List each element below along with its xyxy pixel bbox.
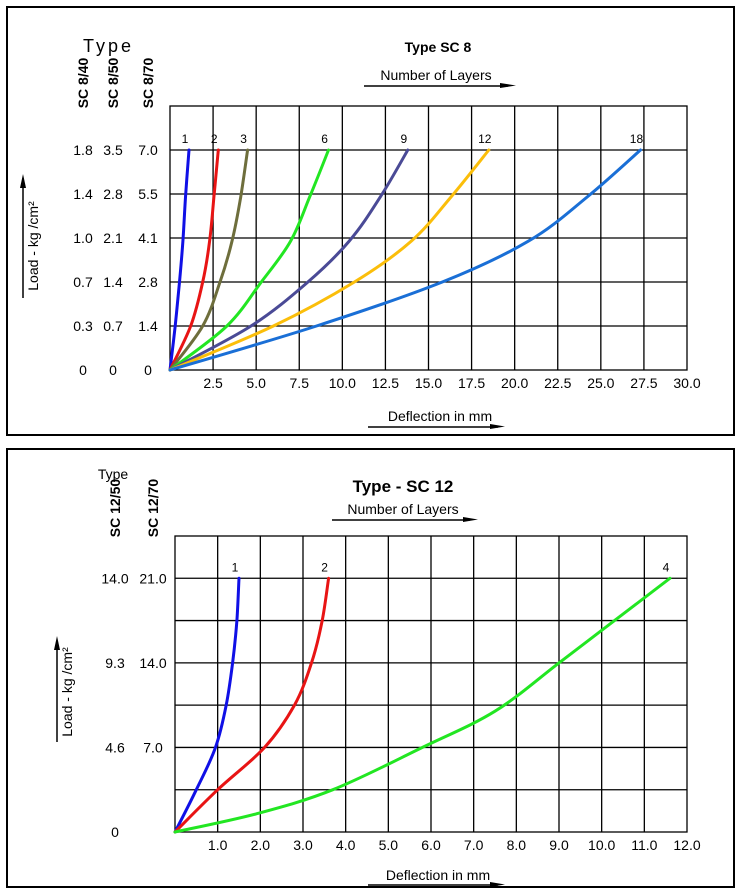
y-tick-label: 7.0 bbox=[143, 739, 163, 755]
series-label-18: 18 bbox=[630, 132, 644, 146]
y-tick-label: 14.0 bbox=[101, 570, 128, 586]
y-tick-label: 3.5 bbox=[103, 142, 123, 158]
ylabel-group: Load - kg /cm² bbox=[54, 636, 75, 742]
x-tick-label: 6.0 bbox=[421, 837, 441, 853]
x-tick-label: 2.5 bbox=[203, 375, 223, 391]
chart-panel-sc12: Type Type - SC 12 Number of Layers SC 12… bbox=[6, 448, 735, 888]
chart-sc8: Type Type SC 8 Number of Layers SC 8/40 0… bbox=[20, 36, 701, 429]
series-line-12 bbox=[168, 148, 491, 372]
x-tick-label: 1.0 bbox=[208, 837, 228, 853]
x-tick-label: 2.0 bbox=[251, 837, 271, 853]
x-axis-label: Deflection in mm bbox=[386, 867, 490, 883]
y-column-header: SC 12/70 bbox=[145, 479, 161, 538]
y-tick-label: 9.3 bbox=[105, 655, 125, 671]
subtitle-arrow bbox=[332, 517, 478, 522]
x-tick-label: 8.0 bbox=[507, 837, 527, 853]
subtitle-arrow bbox=[364, 83, 516, 88]
x-tick-label: 22.5 bbox=[544, 375, 571, 391]
y-column-header: SC 12/50 bbox=[107, 479, 123, 538]
x-tick-label: 9.0 bbox=[549, 837, 569, 853]
xlabel-arrow bbox=[368, 882, 505, 887]
series-label-1: 1 bbox=[232, 560, 239, 574]
x-tick-label: 27.5 bbox=[630, 375, 657, 391]
series-label-9: 9 bbox=[400, 132, 407, 146]
y-tick-label: 21.0 bbox=[139, 570, 166, 586]
series-label-3: 3 bbox=[240, 132, 247, 146]
series-line-3 bbox=[168, 148, 250, 372]
y-tick-label: 4.6 bbox=[105, 739, 125, 755]
y-tick-label: 2.8 bbox=[103, 186, 123, 202]
x-tick-label: 5.0 bbox=[379, 837, 399, 853]
y-tick-label: 14.0 bbox=[139, 655, 166, 671]
series-line-2 bbox=[168, 148, 220, 372]
type-header: Type bbox=[98, 466, 129, 482]
x-tick-label: 10.0 bbox=[329, 375, 356, 391]
y-tick-label: 0 bbox=[79, 362, 87, 378]
chart-title: Type SC 8 bbox=[405, 39, 472, 55]
y-tick-label: 1.4 bbox=[103, 274, 123, 290]
chart-subtitle: Number of Layers bbox=[380, 67, 491, 83]
series-label-2: 2 bbox=[211, 132, 218, 146]
x-axis-label: Deflection in mm bbox=[388, 408, 492, 424]
y-tick-label: 4.1 bbox=[138, 230, 158, 246]
series-label-1: 1 bbox=[182, 132, 189, 146]
series-label-6: 6 bbox=[321, 132, 328, 146]
y-column-header: SC 8/70 bbox=[140, 57, 156, 108]
series-line-2 bbox=[173, 576, 331, 834]
ylabel-group: Load - kg /cm² bbox=[20, 174, 41, 298]
x-tick-label: 20.0 bbox=[501, 375, 528, 391]
chart-title: Type - SC 12 bbox=[353, 477, 454, 496]
y-tick-label: 0.7 bbox=[103, 318, 123, 334]
y-tick-label: 1.4 bbox=[73, 186, 93, 202]
x-tick-label: 10.0 bbox=[588, 837, 615, 853]
series-label-12: 12 bbox=[478, 132, 492, 146]
y-tick-label: 7.0 bbox=[138, 142, 158, 158]
y-column-header: SC 8/40 bbox=[75, 57, 91, 108]
series-label-4: 4 bbox=[663, 560, 670, 574]
series-line-6 bbox=[168, 148, 330, 372]
x-tick-label: 25.0 bbox=[587, 375, 614, 391]
y-axis-label: Load - kg /cm² bbox=[59, 647, 75, 737]
x-tick-label: 15.0 bbox=[415, 375, 442, 391]
y-tick-label: 0.7 bbox=[73, 274, 93, 290]
x-tick-label: 17.5 bbox=[458, 375, 485, 391]
series-line-1 bbox=[173, 576, 241, 834]
series-line-18 bbox=[168, 148, 642, 372]
xlabel-arrow bbox=[368, 424, 505, 429]
y-tick-label: 1.4 bbox=[138, 318, 158, 334]
y-tick-label: 0 bbox=[144, 362, 152, 378]
y-tick-label: 1.0 bbox=[73, 230, 93, 246]
chart-subtitle: Number of Layers bbox=[347, 501, 458, 517]
y-tick-label: 0 bbox=[109, 362, 117, 378]
x-tick-label: 4.0 bbox=[336, 837, 356, 853]
series-label-2: 2 bbox=[321, 560, 328, 574]
type-header: Type bbox=[83, 36, 134, 56]
y-tick-label: 5.5 bbox=[138, 186, 158, 202]
chart-panel-sc8: Type Type SC 8 Number of Layers SC 8/40 0… bbox=[6, 6, 735, 436]
x-tick-label: 12.5 bbox=[372, 375, 399, 391]
x-tick-label: 30.0 bbox=[673, 375, 700, 391]
y-column-header: SC 8/50 bbox=[105, 57, 121, 108]
y-tick-label: 1.8 bbox=[73, 142, 93, 158]
series-line-4 bbox=[173, 576, 672, 834]
series-line-9 bbox=[168, 148, 410, 372]
x-tick-label: 12.0 bbox=[673, 837, 700, 853]
x-tick-label: 7.5 bbox=[290, 375, 310, 391]
y-tick-label: 2.1 bbox=[103, 230, 123, 246]
y-tick-label: 0.3 bbox=[73, 318, 93, 334]
x-tick-label: 7.0 bbox=[464, 837, 484, 853]
y-axis-label: Load - kg /cm² bbox=[25, 201, 41, 291]
y-tick-label: 2.8 bbox=[138, 274, 158, 290]
chart-sc12: Type Type - SC 12 Number of Layers SC 12… bbox=[54, 466, 701, 887]
x-tick-label: 3.0 bbox=[293, 837, 313, 853]
series-line-1 bbox=[168, 148, 191, 372]
x-tick-label: 11.0 bbox=[631, 837, 657, 853]
x-tick-label: 5.0 bbox=[246, 375, 266, 391]
y-tick-label: 0 bbox=[111, 824, 119, 840]
